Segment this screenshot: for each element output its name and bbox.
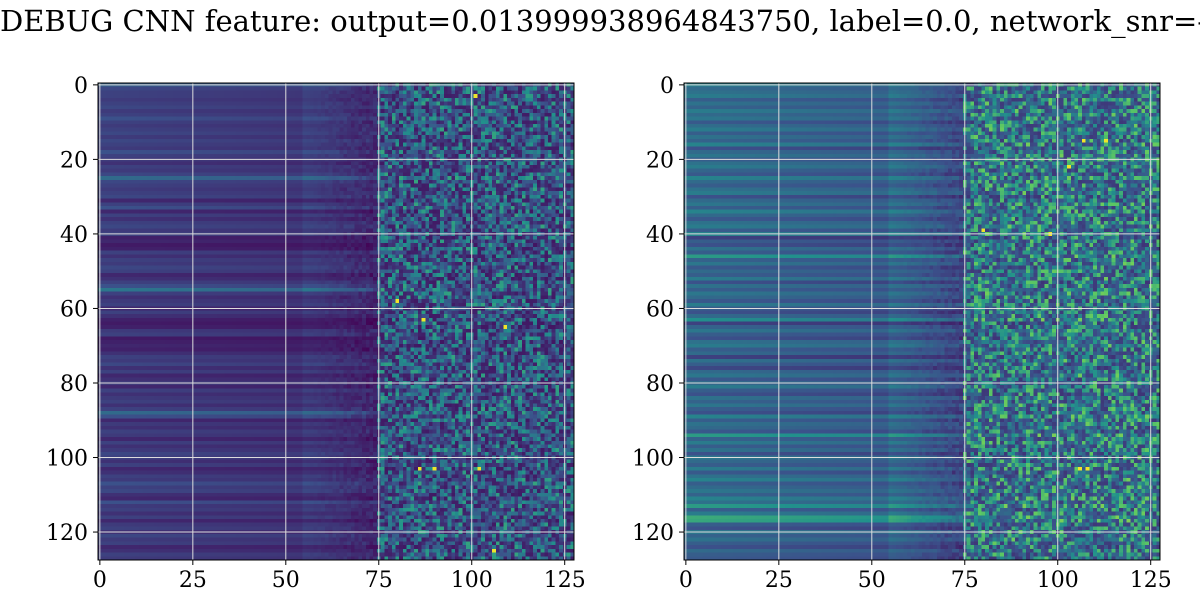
x-tick-label: 100	[451, 568, 493, 593]
left-heatmap-grid	[98, 83, 574, 560]
right-x-axis: 0 25 50 75 100 125	[679, 560, 1172, 593]
x-tick-label: 75	[365, 568, 393, 593]
right-heatmap-grid	[684, 83, 1160, 560]
y-tick-label: 0	[74, 74, 88, 99]
right-heatmap-image	[684, 83, 1160, 560]
right-feature-heatmap: 0 25 50 75 100 125 0 20 40 60 80 100 120	[632, 74, 1172, 593]
left-x-axis: 0 25 50 75 100 125	[93, 560, 586, 593]
left-feature-heatmap: 0 25 50 75 100 125 0 20 40 60 80 100 120	[46, 74, 586, 593]
x-tick-label: 75	[951, 568, 979, 593]
figure-title: DEBUG CNN feature: output=0.013999938964…	[0, 4, 1200, 38]
y-tick-label: 0	[660, 74, 674, 99]
y-tick-label: 80	[60, 372, 88, 397]
y-tick-label: 20	[60, 148, 88, 173]
x-tick-label: 100	[1037, 568, 1079, 593]
y-tick-label: 80	[646, 372, 674, 397]
x-tick-label: 25	[179, 568, 207, 593]
y-tick-label: 20	[646, 148, 674, 173]
left-y-axis: 0 20 40 60 80 100 120	[46, 74, 98, 546]
right-heatmap-frame	[683, 82, 1161, 561]
left-heatmap-image	[98, 83, 574, 560]
x-tick-label: 25	[765, 568, 793, 593]
x-tick-label: 125	[544, 568, 586, 593]
left-heatmap-frame	[97, 82, 575, 561]
x-tick-label: 125	[1130, 568, 1172, 593]
x-tick-label: 50	[272, 568, 300, 593]
y-tick-label: 60	[60, 297, 88, 322]
y-tick-label: 100	[46, 447, 88, 472]
y-tick-label: 40	[646, 223, 674, 248]
x-tick-label: 0	[93, 568, 107, 593]
y-tick-label: 120	[632, 521, 674, 546]
y-tick-label: 60	[646, 297, 674, 322]
x-tick-label: 50	[858, 568, 886, 593]
y-tick-label: 100	[632, 447, 674, 472]
y-tick-label: 40	[60, 223, 88, 248]
x-tick-label: 0	[679, 568, 693, 593]
right-y-axis: 0 20 40 60 80 100 120	[632, 74, 684, 546]
y-tick-label: 120	[46, 521, 88, 546]
